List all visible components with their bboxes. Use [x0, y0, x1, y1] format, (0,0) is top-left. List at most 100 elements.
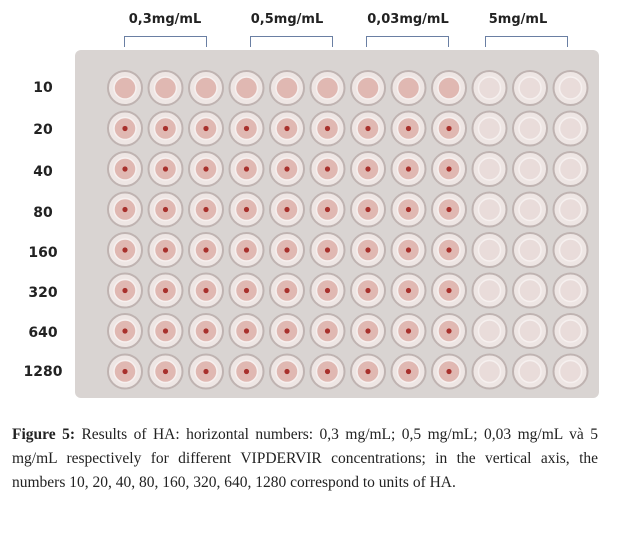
- red-cell-button: [365, 287, 371, 294]
- red-cell-button: [284, 206, 290, 213]
- concentration-label-2: 0,5mg/mL: [250, 12, 324, 27]
- well-inner: [518, 76, 542, 100]
- well-inner: [477, 319, 502, 343]
- bracket-4: [485, 36, 568, 47]
- caption-text: Results of HA: horizontal numbers: 0,3 m…: [12, 426, 598, 491]
- red-cell-button: [405, 328, 412, 334]
- red-cell-button: [365, 125, 371, 132]
- red-cell-button: [405, 368, 412, 375]
- concentration-label-3: 0,03mg/mL: [367, 12, 449, 27]
- red-cell-button: [243, 368, 250, 375]
- red-cell-button: [446, 125, 452, 132]
- red-cell-button: [324, 328, 331, 334]
- row-label-1280: 1280: [23, 364, 63, 380]
- red-cell-button: [203, 125, 209, 132]
- well-inner: [518, 157, 542, 181]
- red-cell-button: [162, 287, 169, 294]
- well-inner: [558, 76, 583, 100]
- microplate-photo: [75, 50, 599, 398]
- red-cell-button: [284, 328, 290, 334]
- well-inner: [477, 278, 502, 303]
- red-cell-button: [162, 206, 169, 213]
- well-inner: [518, 238, 542, 262]
- well-inner: [518, 197, 542, 222]
- well-inner: [113, 76, 137, 100]
- red-cell-button: [324, 368, 331, 375]
- red-cell-button: [243, 125, 250, 132]
- well-inner: [477, 76, 502, 100]
- red-cell-button: [243, 328, 250, 334]
- red-cell-button: [122, 125, 128, 132]
- red-cell-button: [446, 166, 452, 172]
- bracket-1: [124, 36, 207, 47]
- concentration-label-1: 0,3mg/mL: [128, 12, 202, 27]
- red-cell-button: [405, 287, 412, 294]
- well-inner: [558, 278, 583, 303]
- red-cell-button: [203, 328, 209, 334]
- well-inner: [437, 76, 461, 100]
- red-cell-button: [122, 247, 128, 253]
- red-cell-button: [284, 247, 290, 253]
- red-cell-button: [365, 368, 371, 375]
- well-inner: [558, 319, 583, 343]
- red-cell-button: [284, 287, 290, 294]
- red-cell-button: [365, 206, 371, 213]
- red-cell-button: [122, 206, 128, 213]
- well-inner: [477, 116, 502, 141]
- red-cell-button: [122, 166, 128, 172]
- well-inner: [558, 359, 583, 384]
- well-inner: [518, 278, 542, 303]
- red-cell-button: [243, 206, 250, 213]
- red-cell-button: [446, 328, 452, 334]
- well-inner: [275, 76, 299, 100]
- well-inner: [234, 76, 259, 100]
- red-cell-button: [243, 287, 250, 294]
- well-inner: [558, 116, 583, 141]
- red-cell-button: [162, 166, 169, 172]
- well-inner: [194, 76, 218, 100]
- row-label-320: 320: [28, 285, 58, 301]
- well-inner: [396, 76, 421, 100]
- well-inner: [315, 76, 340, 100]
- caption-label: Figure 5:: [12, 426, 75, 443]
- red-cell-button: [446, 368, 452, 375]
- row-label-10: 10: [33, 80, 53, 96]
- red-cell-button: [243, 166, 250, 172]
- red-cell-button: [405, 166, 412, 172]
- well-inner: [356, 76, 380, 100]
- red-cell-button: [162, 368, 169, 375]
- red-cell-button: [122, 368, 128, 375]
- red-cell-button: [446, 206, 452, 213]
- red-cell-button: [243, 247, 250, 253]
- red-cell-button: [446, 287, 452, 294]
- red-cell-button: [122, 287, 128, 294]
- red-cell-button: [324, 287, 331, 294]
- red-cell-button: [446, 247, 452, 253]
- well-inner: [477, 238, 502, 262]
- red-cell-button: [162, 328, 169, 334]
- red-cell-button: [284, 125, 290, 132]
- red-cell-button: [162, 125, 169, 132]
- concentration-label-4: 5mg/mL: [488, 12, 548, 27]
- red-cell-button: [203, 287, 209, 294]
- row-label-20: 20: [33, 122, 53, 138]
- well-inner: [518, 116, 542, 141]
- red-cell-button: [203, 247, 209, 253]
- red-cell-button: [324, 125, 331, 132]
- red-cell-button: [284, 166, 290, 172]
- red-cell-button: [405, 247, 412, 253]
- well-inner: [477, 359, 502, 384]
- row-label-640: 640: [28, 325, 58, 341]
- row-label-160: 160: [28, 245, 58, 261]
- red-cell-button: [324, 166, 331, 172]
- red-cell-button: [405, 125, 412, 132]
- well-inner: [558, 157, 583, 181]
- red-cell-button: [365, 166, 371, 172]
- well-inner: [518, 359, 542, 384]
- bracket-2: [250, 36, 333, 47]
- red-cell-button: [284, 368, 290, 375]
- red-cell-button: [365, 328, 371, 334]
- well-inner: [153, 76, 178, 100]
- red-cell-button: [405, 206, 412, 213]
- red-cell-button: [203, 206, 209, 213]
